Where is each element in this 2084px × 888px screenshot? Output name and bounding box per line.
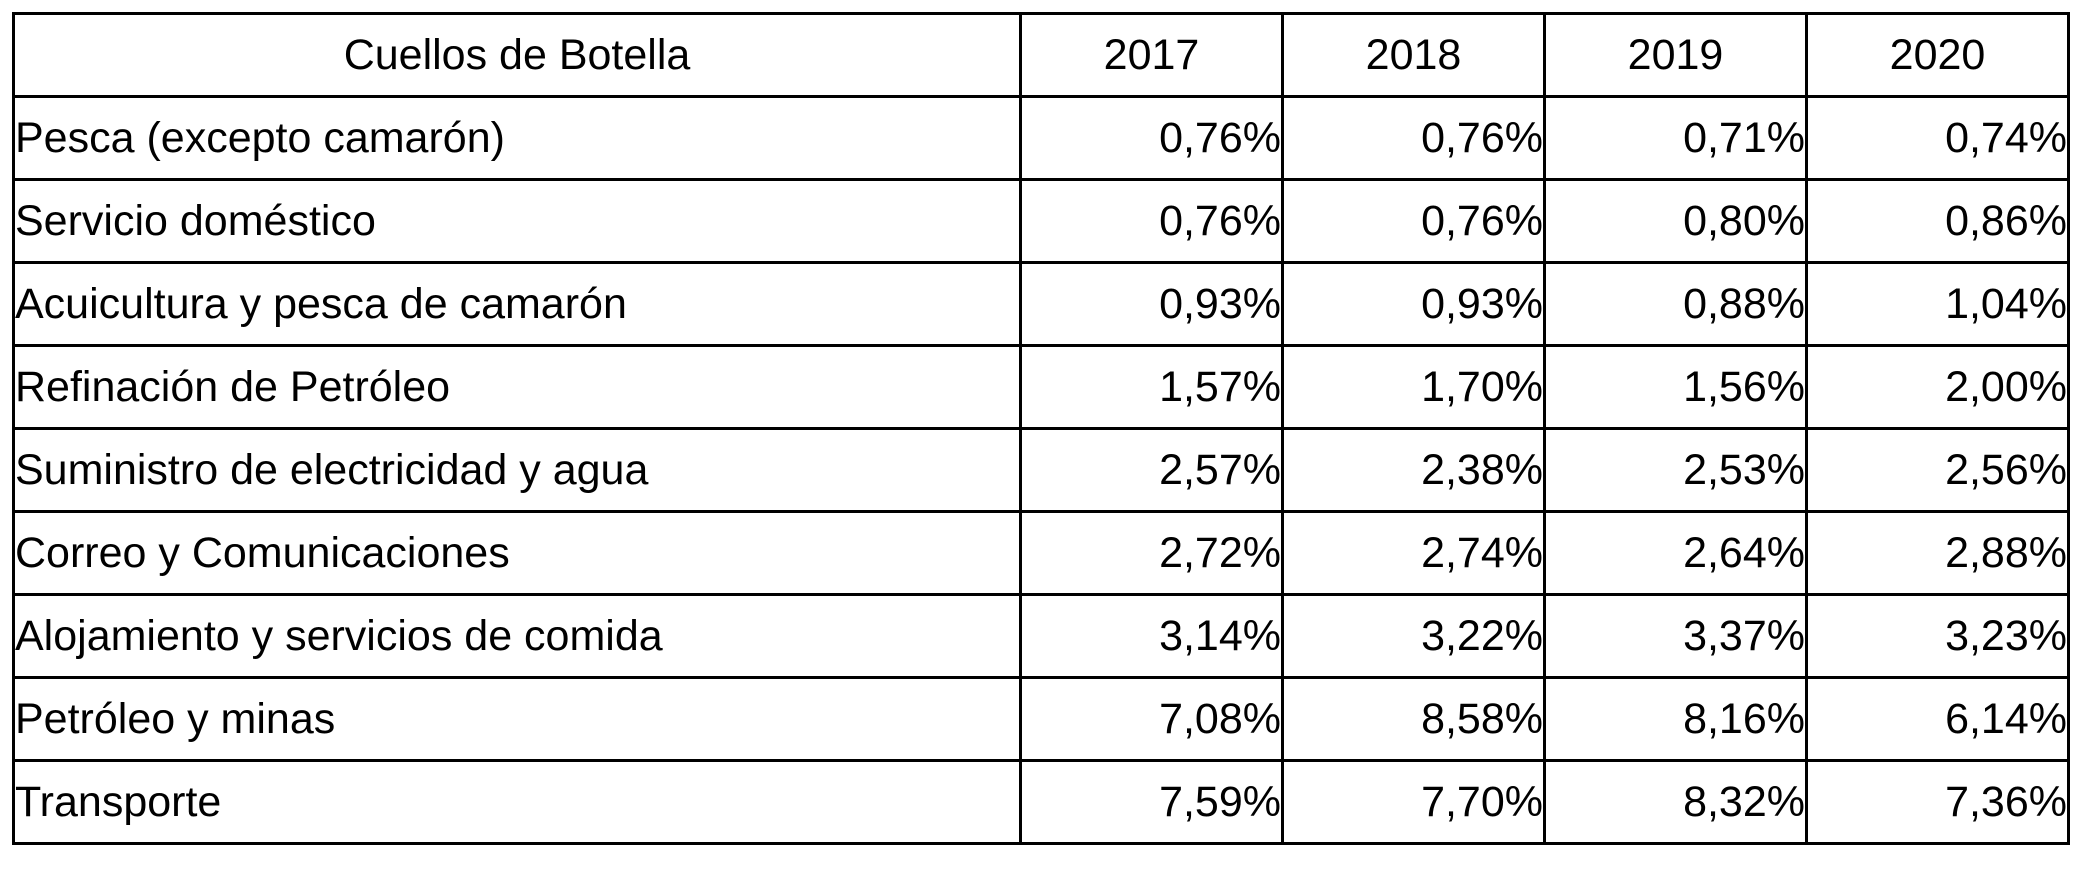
value-cell: 1,56%	[1543, 344, 1808, 430]
value-cell: 0,80%	[1543, 178, 1808, 264]
value-cell: 3,22%	[1281, 593, 1546, 679]
value-cell: 2,64%	[1543, 510, 1808, 596]
row-label: Pesca (excepto camarón)	[12, 95, 1022, 181]
value-cell: 3,37%	[1543, 593, 1808, 679]
value-cell: 2,74%	[1281, 510, 1546, 596]
bottlenecks-table: Cuellos de Botella 2017 2018 2019 2020 P…	[12, 12, 2070, 845]
row-label: Petróleo y minas	[12, 676, 1022, 762]
value-cell: 1,57%	[1019, 344, 1284, 430]
table-row: Petróleo y minas 7,08% 8,58% 8,16% 6,14%	[12, 676, 2070, 762]
value-cell: 0,76%	[1281, 178, 1546, 264]
row-label: Refinación de Petróleo	[12, 344, 1022, 430]
table-row: Correo y Comunicaciones 2,72% 2,74% 2,64…	[12, 510, 2070, 596]
value-cell: 2,38%	[1281, 427, 1546, 513]
value-cell: 0,76%	[1281, 95, 1546, 181]
value-cell: 2,88%	[1805, 510, 2070, 596]
value-cell: 2,00%	[1805, 344, 2070, 430]
value-cell: 2,56%	[1805, 427, 2070, 513]
row-label: Servicio doméstico	[12, 178, 1022, 264]
value-cell: 2,72%	[1019, 510, 1284, 596]
value-cell: 1,70%	[1281, 344, 1546, 430]
value-cell: 8,58%	[1281, 676, 1546, 762]
value-cell: 7,08%	[1019, 676, 1284, 762]
value-cell: 0,76%	[1019, 95, 1284, 181]
value-cell: 2,57%	[1019, 427, 1284, 513]
table-row: Refinación de Petróleo 1,57% 1,70% 1,56%…	[12, 344, 2070, 430]
row-label: Suministro de electricidad y agua	[12, 427, 1022, 513]
header-year-2018: 2018	[1281, 12, 1546, 98]
value-cell: 1,04%	[1805, 261, 2070, 347]
value-cell: 0,88%	[1543, 261, 1808, 347]
header-year-2020: 2020	[1805, 12, 2070, 98]
value-cell: 8,32%	[1543, 759, 1808, 845]
table-row: Transporte 7,59% 7,70% 8,32% 7,36%	[12, 759, 2070, 845]
value-cell: 0,93%	[1019, 261, 1284, 347]
header-year-2017: 2017	[1019, 12, 1284, 98]
value-cell: 3,14%	[1019, 593, 1284, 679]
value-cell: 7,70%	[1281, 759, 1546, 845]
value-cell: 3,23%	[1805, 593, 2070, 679]
header-row: Cuellos de Botella 2017 2018 2019 2020	[12, 12, 2070, 98]
header-label: Cuellos de Botella	[12, 12, 1022, 98]
value-cell: 7,59%	[1019, 759, 1284, 845]
table-row: Servicio doméstico 0,76% 0,76% 0,80% 0,8…	[12, 178, 2070, 264]
table-row: Alojamiento y servicios de comida 3,14% …	[12, 593, 2070, 679]
table-row: Acuicultura y pesca de camarón 0,93% 0,9…	[12, 261, 2070, 347]
value-cell: 0,86%	[1805, 178, 2070, 264]
value-cell: 0,71%	[1543, 95, 1808, 181]
value-cell: 2,53%	[1543, 427, 1808, 513]
table-row: Suministro de electricidad y agua 2,57% …	[12, 427, 2070, 513]
row-label: Acuicultura y pesca de camarón	[12, 261, 1022, 347]
row-label: Alojamiento y servicios de comida	[12, 593, 1022, 679]
value-cell: 7,36%	[1805, 759, 2070, 845]
value-cell: 6,14%	[1805, 676, 2070, 762]
row-label: Correo y Comunicaciones	[12, 510, 1022, 596]
value-cell: 0,93%	[1281, 261, 1546, 347]
table-row: Pesca (excepto camarón) 0,76% 0,76% 0,71…	[12, 95, 2070, 181]
value-cell: 8,16%	[1543, 676, 1808, 762]
header-year-2019: 2019	[1543, 12, 1808, 98]
row-label: Transporte	[12, 759, 1022, 845]
value-cell: 0,74%	[1805, 95, 2070, 181]
value-cell: 0,76%	[1019, 178, 1284, 264]
